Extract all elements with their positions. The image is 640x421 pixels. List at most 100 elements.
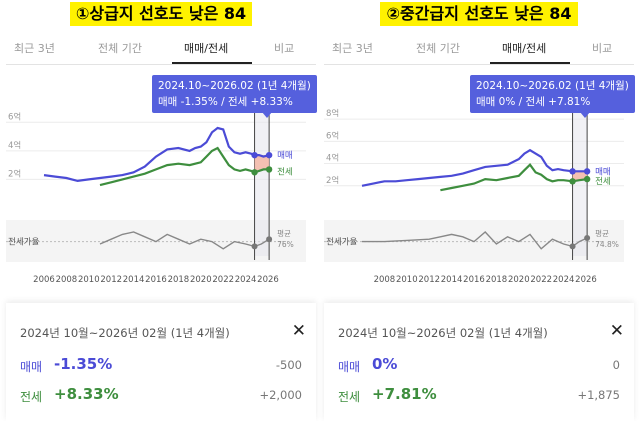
- x-tick-label: 2018: [168, 275, 190, 285]
- ratio-end-label: 74.8%: [595, 240, 619, 249]
- gap-area: [254, 155, 270, 173]
- tab-bar: 최근 3년 전체 기간 매매/전세 비교: [6, 34, 316, 65]
- sale-line: [43, 126, 270, 183]
- x-tick-label: 2016: [145, 275, 167, 285]
- sale-end-label: 매매: [277, 151, 293, 161]
- ratio-end-label: 평균: [277, 228, 291, 238]
- sale-label: 매매: [20, 360, 43, 374]
- sale-amount: 0: [612, 358, 620, 372]
- sale-percent: 0%: [372, 355, 398, 373]
- tooltip-period: 2024.10~2026.02 (1년 4개월): [476, 80, 629, 92]
- ratio-end-label: 평균: [595, 228, 609, 238]
- highlight-range: [572, 76, 588, 256]
- x-tick-label: 2010: [396, 275, 418, 285]
- tab-compare[interactable]: 비교: [592, 42, 613, 55]
- sale-percent: -1.35%: [54, 355, 113, 373]
- tab-all-period[interactable]: 전체 기간: [98, 42, 142, 55]
- x-tick-label: 2022: [212, 275, 234, 285]
- sale-line: [361, 148, 588, 187]
- panel-1: ①상급지 선호도 낮은 84 최근 3년 전체 기간 매매/전세 비교 6억 4억…: [6, 0, 317, 421]
- ratio-label: 전세가율: [8, 237, 39, 248]
- jeonse-start-dot: [569, 178, 576, 185]
- detail-row-jeonse: 전세 +8.33% +2,000: [20, 385, 302, 407]
- close-icon[interactable]: ✕: [609, 321, 624, 341]
- jeonse-amount: +1,875: [577, 388, 620, 402]
- y-tick-label: 2억: [326, 175, 339, 186]
- jeonse-start-dot: [251, 169, 258, 176]
- x-tick-label: 2022: [530, 275, 552, 285]
- ratio-start-dot: [569, 243, 576, 250]
- sale-end-label: 매매: [595, 167, 611, 177]
- ratio-line: [362, 231, 588, 250]
- headline-text: ②중간급지 선호도 낮은 84: [380, 2, 578, 26]
- x-tick-label: 2016: [463, 275, 485, 285]
- detail-card: 2024년 10월~2026년 02월 (1년 4개월) ✕ 매매 0% 0 전…: [324, 303, 634, 421]
- period-tooltip: 2024.10~2026.02 (1년 4개월) 매매 -1.35% / 전세 …: [152, 75, 317, 113]
- x-tick-label: 2010: [78, 275, 100, 285]
- sale-end-dot: [583, 168, 591, 175]
- tooltip-changes: 매매 -1.35% / 전세 +8.33%: [158, 96, 293, 108]
- close-icon[interactable]: ✕: [291, 321, 306, 341]
- sale-amount: -500: [275, 358, 302, 372]
- y-tick-label: 4억: [326, 153, 339, 164]
- x-tick-label: 2012: [100, 275, 122, 285]
- ratio-label: 전세가율: [326, 237, 357, 248]
- tooltip-pointer: [580, 112, 590, 118]
- jeonse-percent: +7.81%: [372, 385, 437, 403]
- active-tab-underline: [172, 62, 252, 64]
- detail-card: 2024년 10월~2026년 02월 (1년 4개월) ✕ 매매 -1.35%…: [6, 303, 316, 421]
- x-tick-label: 2026: [257, 275, 279, 285]
- x-tick-label: 2008: [374, 275, 396, 285]
- x-tick-label: 2024: [553, 275, 575, 285]
- detail-period: 2024년 10월~2026년 02월 (1년 4개월): [20, 326, 230, 340]
- detail-row-sale: 매매 0% 0: [338, 355, 620, 377]
- jeonse-label: 전세: [338, 390, 361, 404]
- y-tick-label: 6억: [326, 130, 339, 141]
- x-tick-label: 2012: [418, 275, 440, 285]
- y-tick-label: 8억: [326, 108, 339, 119]
- jeonse-line: [440, 163, 588, 192]
- panel-2: ②중간급지 선호도 낮은 84 최근 3년 전체 기간 매매/전세 비교 8억 6…: [324, 0, 635, 421]
- tab-recent-3y[interactable]: 최근 3년: [14, 42, 55, 55]
- period-tooltip: 2024.10~2026.02 (1년 4개월) 매매 0% / 전세 +7.8…: [470, 75, 635, 113]
- panel-headline: ②중간급지 선호도 낮은 84: [324, 2, 634, 26]
- jeonse-end-label: 전세: [277, 166, 293, 177]
- tooltip-pointer: [262, 112, 272, 118]
- detail-row-jeonse: 전세 +7.81% +1,875: [338, 385, 620, 407]
- tooltip-period: 2024.10~2026.02 (1년 4개월): [158, 80, 311, 92]
- ratio-line: [99, 231, 270, 250]
- sale-start-dot: [569, 168, 576, 175]
- ratio-start-dot: [251, 243, 258, 250]
- jeonse-percent: +8.33%: [54, 385, 119, 403]
- x-tick-label: 2014: [123, 275, 145, 285]
- panel-headline: ①상급지 선호도 낮은 84: [6, 2, 316, 26]
- jeonse-label: 전세: [20, 390, 43, 404]
- tab-bar: 최근 3년 전체 기간 매매/전세 비교: [324, 34, 634, 65]
- ratio-end-label: 76%: [277, 240, 294, 249]
- x-tick-label: 2014: [441, 275, 463, 285]
- tooltip-changes: 매매 0% / 전세 +7.81%: [476, 96, 591, 108]
- tab-compare[interactable]: 비교: [274, 42, 295, 55]
- tab-recent-3y[interactable]: 최근 3년: [332, 42, 373, 55]
- tab-sale-jeonse[interactable]: 매매/전세: [502, 42, 547, 55]
- tab-all-period[interactable]: 전체 기간: [416, 42, 460, 55]
- y-tick-label: 4억: [8, 140, 21, 151]
- x-tick-label: 2020: [190, 275, 212, 285]
- x-tick-label: 2018: [486, 275, 508, 285]
- x-tick-label: 2024: [235, 275, 257, 285]
- jeonse-end-dot: [583, 175, 591, 183]
- headline-text: ①상급지 선호도 낮은 84: [69, 2, 253, 26]
- detail-row-sale: 매매 -1.35% -500: [20, 355, 302, 377]
- sale-label: 매매: [338, 360, 361, 374]
- ratio-end-dot: [584, 235, 591, 241]
- jeonse-amount: +2,000: [259, 388, 302, 402]
- jeonse-end-dot: [265, 166, 273, 173]
- active-tab-underline: [490, 62, 570, 64]
- y-tick-label: 6억: [8, 111, 21, 122]
- x-tick-label: 2020: [508, 275, 530, 285]
- detail-period: 2024년 10월~2026년 02월 (1년 4개월): [338, 326, 548, 340]
- sale-start-dot: [251, 151, 258, 159]
- tab-sale-jeonse[interactable]: 매매/전세: [184, 42, 229, 55]
